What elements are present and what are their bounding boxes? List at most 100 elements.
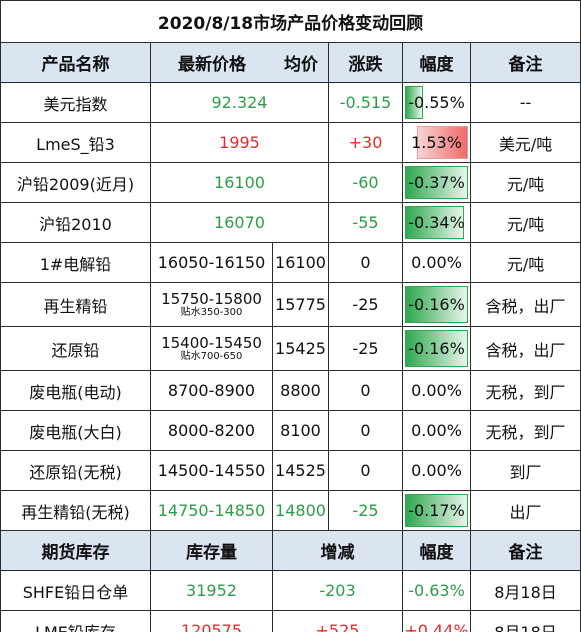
header-change: 涨跌: [328, 42, 403, 83]
inventory-name: SHFE铅日仓单: [0, 570, 151, 611]
header-inventory-amplitude: 幅度: [402, 530, 471, 571]
table-row: 还原铅(无税) 14500-14550 14525 0 0.00% 到厂: [0, 450, 581, 491]
product-name: LmeS_铅3: [0, 122, 151, 163]
amplitude-cell: 1.53%: [402, 122, 471, 163]
premium-note: 贴水350-300: [180, 306, 243, 318]
premium-note: 贴水700-650: [180, 350, 243, 362]
table-header: 产品名称 最新价格 均价 涨跌 幅度 备注: [0, 42, 581, 83]
amplitude-value: 0.00%: [411, 253, 462, 272]
table-row: 废电瓶(电动) 8700-8900 8800 0 0.00% 无税，到厂: [0, 370, 581, 411]
product-name: 还原铅(无税): [0, 450, 151, 491]
page-title: 2020/8/18市场产品价格变动回顾: [0, 0, 581, 43]
latest-price: 16050-16150: [150, 242, 273, 283]
product-name: 还原铅: [0, 326, 151, 371]
amplitude-cell: 0.00%: [402, 410, 471, 451]
product-name: 1#电解铅: [0, 242, 151, 283]
amplitude-cell: 0.00%: [402, 450, 471, 491]
latest-price: 14500-14550: [150, 450, 273, 491]
average-price: 16100: [272, 242, 329, 283]
note: 无税，到厂: [469, 410, 581, 451]
amplitude-value: -0.17%: [408, 501, 465, 520]
amplitude-value: 1.53%: [411, 133, 462, 152]
latest-price: 1995: [150, 122, 329, 163]
table-row: 再生精铅(无税) 14750-14850 14800 -25 -0.17% 出厂: [0, 490, 581, 531]
header-amplitude: 幅度: [402, 42, 471, 83]
header-note: 备注: [469, 42, 581, 83]
inventory-amplitude: -0.63%: [402, 570, 471, 611]
product-name: 再生精铅: [0, 282, 151, 327]
amplitude-bar: [405, 206, 464, 239]
price-change: 0: [328, 410, 403, 451]
note: 含税，出厂: [469, 326, 581, 371]
latest-price: 16100: [150, 162, 329, 203]
amplitude-bar: [405, 330, 468, 367]
price-change: 0: [328, 242, 403, 283]
amplitude-bar: [405, 286, 468, 323]
amplitude-bar: [405, 166, 468, 199]
average-price: 15425: [272, 326, 329, 371]
inventory-change: +525: [272, 610, 403, 632]
table-row: 沪铅2009(近月) 16100 -60 -0.37% 元/吨: [0, 162, 581, 203]
average-price: 8800: [272, 370, 329, 411]
average-price: 14800: [272, 490, 329, 531]
price-change: 0: [328, 370, 403, 411]
header-futures-inventory: 期货库存: [0, 530, 151, 571]
amplitude-bar: [405, 494, 468, 527]
latest-price-range: 15400-15450: [161, 333, 262, 352]
inventory-row: SHFE铅日仓单 31952 -203 -0.63% 8月18日: [0, 570, 581, 611]
price-change: -60: [328, 162, 403, 203]
latest-price: 14750-14850: [150, 490, 273, 531]
table-row: LmeS_铅3 1995 +30 1.53% 美元/吨: [0, 122, 581, 163]
average-price: 15775: [272, 282, 329, 327]
latest-price: 15750-15800 贴水350-300: [150, 282, 273, 327]
header-inventory-note: 备注: [469, 530, 581, 571]
amplitude-value: -0.16%: [408, 295, 465, 314]
note: 元/吨: [469, 202, 581, 243]
amplitude-cell: -0.55%: [402, 82, 471, 123]
table-row: 美元指数 92.324 -0.515 -0.55% --: [0, 82, 581, 123]
header-avg-label: 均价: [284, 55, 318, 75]
price-change: 0: [328, 450, 403, 491]
note: 美元/吨: [469, 122, 581, 163]
header-inventory-change: 增减: [272, 530, 403, 571]
amplitude-value: 0.00%: [411, 461, 462, 480]
latest-price: 16070: [150, 202, 329, 243]
header-latest-price: 最新价格 均价: [150, 42, 329, 83]
latest-price: 15400-15450 贴水700-650: [150, 326, 273, 371]
product-name: 废电瓶(大白): [0, 410, 151, 451]
inventory-name: LME铅库存: [0, 610, 151, 632]
product-name: 废电瓶(电动): [0, 370, 151, 411]
amplitude-cell: 0.00%: [402, 242, 471, 283]
amplitude-cell: -0.17%: [402, 490, 471, 531]
inventory-note: 8月18日: [469, 570, 581, 611]
product-name: 美元指数: [0, 82, 151, 123]
amplitude-value: -0.37%: [408, 173, 465, 192]
inventory-row: LME铅库存 120575 +525 +0.44% 8月18日: [0, 610, 581, 632]
table-row: 再生精铅 15750-15800 贴水350-300 15775 -25 -0.1…: [0, 282, 581, 327]
amplitude-cell: -0.37%: [402, 162, 471, 203]
header-inventory-qty: 库存量: [150, 530, 273, 571]
note: 出厂: [469, 490, 581, 531]
amplitude-value: -0.34%: [408, 213, 465, 232]
price-change: -25: [328, 282, 403, 327]
average-price: 8100: [272, 410, 329, 451]
product-name: 沪铅2010: [0, 202, 151, 243]
note: 元/吨: [469, 162, 581, 203]
inventory-change: -203: [272, 570, 403, 611]
product-name: 沪铅2009(近月): [0, 162, 151, 203]
amplitude-value: -0.55%: [408, 93, 465, 112]
amplitude-value: 0.00%: [411, 421, 462, 440]
latest-price: 92.324: [150, 82, 329, 123]
amplitude-cell: -0.34%: [402, 202, 471, 243]
table-row: 沪铅2010 16070 -55 -0.34% 元/吨: [0, 202, 581, 243]
inventory-note: 8月18日: [469, 610, 581, 632]
amplitude-cell: -0.16%: [402, 282, 471, 327]
average-price: 14525: [272, 450, 329, 491]
amplitude-cell: 0.00%: [402, 370, 471, 411]
price-change: -25: [328, 326, 403, 371]
note: 含税，出厂: [469, 282, 581, 327]
latest-price-range: 15750-15800: [161, 289, 262, 308]
amplitude-cell: -0.16%: [402, 326, 471, 371]
